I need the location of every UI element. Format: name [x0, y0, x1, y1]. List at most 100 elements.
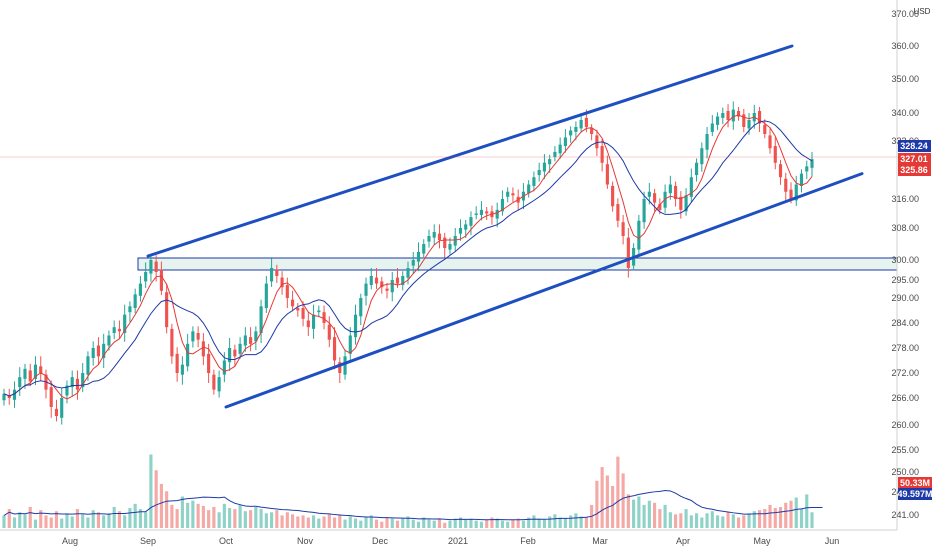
- candle-body: [590, 128, 594, 134]
- candle-body: [290, 299, 295, 307]
- volume-bar: [385, 517, 389, 528]
- trendline[interactable]: [146, 44, 794, 258]
- x-tick-label: May: [753, 536, 771, 546]
- price-badge: [898, 164, 931, 176]
- volume-bar: [516, 518, 520, 528]
- candle-body: [170, 328, 174, 357]
- volume-bar: [96, 512, 101, 528]
- candle-body: [128, 306, 132, 313]
- price-badge: [898, 140, 931, 152]
- candle-body: [532, 177, 536, 186]
- candle-body: [207, 353, 211, 373]
- candle-body: [86, 356, 90, 375]
- volume-bar: [165, 491, 169, 528]
- candle-body: [149, 260, 153, 274]
- candle-body: [506, 191, 510, 197]
- candle-body: [548, 159, 552, 165]
- candle-body: [569, 130, 573, 136]
- volume-bar: [128, 508, 132, 528]
- candle-body: [12, 389, 17, 400]
- candle-body: [2, 393, 6, 401]
- volume-bar: [359, 520, 363, 528]
- candle-body: [154, 261, 158, 272]
- candle-body: [658, 204, 662, 210]
- volume-bar: [23, 514, 27, 528]
- candle-body: [626, 237, 630, 268]
- volume-bar: [773, 508, 777, 528]
- candle-body: [306, 320, 310, 328]
- candle-body: [33, 364, 38, 379]
- volume-bar: [747, 513, 751, 528]
- volume-bar: [243, 511, 247, 528]
- volume-bar: [290, 514, 295, 528]
- candle-body: [28, 370, 32, 382]
- volume-bar: [249, 510, 253, 528]
- volume-bar: [427, 519, 431, 528]
- candle-body: [637, 220, 641, 250]
- x-tick-label: 2021: [448, 536, 468, 546]
- volume-bar: [254, 507, 258, 528]
- volume-bar: [621, 473, 625, 528]
- candle-body: [264, 283, 268, 308]
- volume-bar: [611, 486, 615, 528]
- x-tick-label: Apr: [676, 536, 690, 546]
- y-tick-label: 370.00: [891, 9, 919, 19]
- volume-badge-label: 50.33M: [900, 478, 930, 488]
- candle-body: [653, 193, 657, 203]
- volume-bar: [710, 511, 714, 528]
- trendline[interactable]: [224, 172, 864, 409]
- y-tick-label: 295.00: [891, 275, 919, 285]
- ma-long-line: [3, 120, 813, 397]
- candle-body: [395, 277, 400, 284]
- candle-body: [432, 232, 436, 238]
- candle-body: [133, 294, 137, 308]
- volume-bar: [39, 510, 43, 528]
- candle-body: [102, 343, 106, 358]
- candle-body: [595, 135, 599, 149]
- y-tick-label: 300.00: [891, 255, 919, 265]
- candle-body: [710, 123, 714, 132]
- candle-body: [448, 244, 452, 250]
- volume-bar: [464, 519, 468, 528]
- candle-body: [527, 184, 531, 194]
- candle-body: [380, 281, 384, 288]
- volume-bar: [579, 516, 583, 528]
- volume-bar: [65, 513, 69, 528]
- volume-bar: [191, 500, 195, 528]
- candle-body: [778, 164, 783, 178]
- candle-body: [721, 113, 725, 118]
- volume-bar: [763, 509, 767, 528]
- candle-body: [768, 135, 772, 149]
- candle-body: [165, 292, 169, 328]
- candle-body: [191, 331, 195, 342]
- volume-bar: [301, 515, 305, 528]
- candle-body: [123, 314, 127, 333]
- volume-bar: [75, 509, 80, 528]
- volume-bar: [222, 503, 226, 528]
- candle-body: [411, 260, 415, 266]
- y-tick-label: 290.00: [891, 293, 919, 303]
- volume-bar: [584, 517, 588, 528]
- candle-body: [390, 280, 394, 293]
- volume-bar: [521, 520, 526, 528]
- volume-bar: [595, 480, 599, 528]
- support-zone: [137, 257, 898, 271]
- x-tick-label: Oct: [219, 536, 234, 546]
- volume-bar: [201, 505, 205, 528]
- volume-bar: [416, 521, 421, 528]
- candle-body: [600, 146, 604, 163]
- x-tick-label: Nov: [297, 536, 314, 546]
- candle-body: [794, 184, 798, 201]
- volume-bar: [228, 508, 232, 528]
- volume-bar: [70, 516, 74, 528]
- volume-bar: [453, 518, 457, 528]
- candle-body: [558, 144, 562, 154]
- candle-body: [694, 162, 699, 176]
- x-tick-label: Dec: [372, 536, 389, 546]
- candle-body: [401, 276, 405, 286]
- candle-body: [773, 146, 777, 163]
- currency-label: USD: [914, 7, 931, 16]
- volume-bar: [768, 504, 772, 528]
- volume-bar: [511, 519, 515, 528]
